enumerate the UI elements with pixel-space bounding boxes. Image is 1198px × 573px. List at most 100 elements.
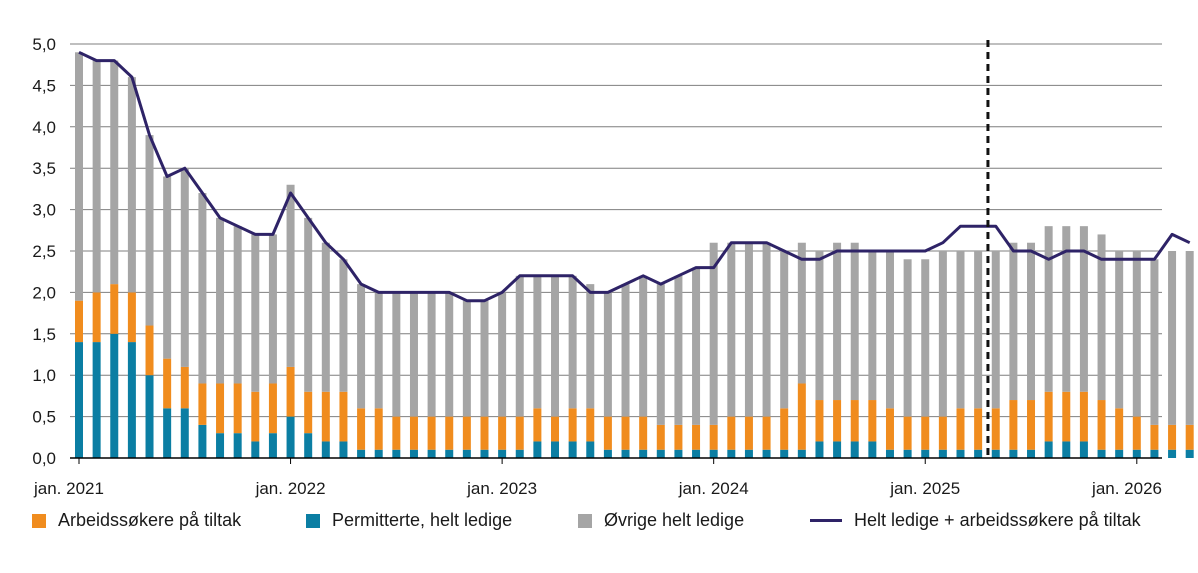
y-tick-label: 2,5 xyxy=(32,242,56,261)
bar-segment-tiltak xyxy=(304,391,313,434)
bar-segment-ovrige xyxy=(709,242,718,425)
bar-segment-ovrige xyxy=(498,292,507,417)
bar-segment-permitterte xyxy=(991,449,1000,458)
bar-segment-tiltak xyxy=(480,416,489,450)
bar-segment-tiltak xyxy=(780,408,789,450)
bar-segment-ovrige xyxy=(1044,226,1053,392)
bar-segment-tiltak xyxy=(374,408,383,450)
bar-segment-permitterte xyxy=(533,441,542,458)
bar-segment-permitterte xyxy=(833,441,842,458)
x-tick-label: jan. 2025 xyxy=(889,479,960,498)
bar-segment-ovrige xyxy=(1062,226,1071,392)
bar-segment-permitterte xyxy=(1044,441,1053,458)
bar-segment-permitterte xyxy=(268,433,277,458)
y-tick-label: 4,5 xyxy=(32,76,56,95)
bar-segment-permitterte xyxy=(1062,441,1071,458)
bar-segment-permitterte xyxy=(145,375,154,458)
bar-segment-ovrige xyxy=(780,251,789,409)
bar-segment-permitterte xyxy=(727,449,736,458)
bar-segment-tiltak xyxy=(868,400,877,442)
bar-segment-permitterte xyxy=(1009,449,1018,458)
y-tick-label: 3,0 xyxy=(32,201,56,220)
bar-segment-tiltak xyxy=(445,416,454,450)
bar-segment-permitterte xyxy=(850,441,859,458)
bar-segment-permitterte xyxy=(621,449,630,458)
bar-segment-tiltak xyxy=(286,366,295,417)
legend-item-permitterte: Permitterte, helt ledige xyxy=(306,510,512,531)
bars xyxy=(75,52,1194,458)
bar-segment-ovrige xyxy=(1185,251,1194,425)
x-tick-label: jan. 2022 xyxy=(255,479,326,498)
bar-segment-permitterte xyxy=(780,449,789,458)
bar-segment-tiltak xyxy=(110,284,119,334)
bar-segment-ovrige xyxy=(639,275,648,417)
bar-segment-ovrige xyxy=(233,226,242,384)
legend: Arbeidssøkere på tiltak Permitterte, hel… xyxy=(0,510,1198,544)
bar-segment-permitterte xyxy=(339,441,348,458)
bar-segment-ovrige xyxy=(603,292,612,417)
bar-segment-ovrige xyxy=(1115,251,1124,409)
bar-segment-tiltak xyxy=(409,416,418,450)
bar-segment-permitterte xyxy=(127,342,136,458)
bar-segment-ovrige xyxy=(674,275,683,425)
bar-segment-ovrige xyxy=(868,251,877,401)
bar-segment-tiltak xyxy=(956,408,965,450)
y-tick-label: 1,0 xyxy=(32,366,56,385)
bar-segment-permitterte xyxy=(304,433,313,458)
bar-segment-tiltak xyxy=(1185,424,1194,450)
bar-segment-permitterte xyxy=(586,441,595,458)
bar-segment-tiltak xyxy=(1079,391,1088,442)
bar-segment-ovrige xyxy=(392,292,401,417)
legend-item-total-line: Helt ledige + arbeidssøkere på tiltak xyxy=(810,510,1141,531)
bar-segment-tiltak xyxy=(515,416,524,450)
bar-segment-permitterte xyxy=(1150,449,1159,458)
bar-segment-ovrige xyxy=(180,168,189,367)
legend-label-permitterte: Permitterte, helt ledige xyxy=(332,510,513,530)
legend-swatch-grey-icon xyxy=(578,513,592,528)
bar-segment-permitterte xyxy=(163,408,172,458)
bar-segment-permitterte xyxy=(1097,449,1106,458)
legend-swatch-orange-icon xyxy=(32,513,46,528)
bar-segment-ovrige xyxy=(339,259,348,392)
bar-segment-tiltak xyxy=(1097,400,1106,450)
bar-segment-permitterte xyxy=(92,342,101,458)
bar-segment-ovrige xyxy=(568,275,577,409)
x-tick-label: jan. 2021 xyxy=(33,479,104,498)
bar-segment-tiltak xyxy=(92,292,101,343)
bar-segment-permitterte xyxy=(374,449,383,458)
bar-segment-ovrige xyxy=(744,242,753,417)
bar-segment-tiltak xyxy=(251,391,260,442)
bar-segment-tiltak xyxy=(568,408,577,442)
bar-segment-ovrige xyxy=(251,234,260,392)
bar-segment-permitterte xyxy=(445,449,454,458)
bar-segment-ovrige xyxy=(216,217,225,384)
bar-segment-permitterte xyxy=(956,449,965,458)
bar-segment-tiltak xyxy=(692,424,701,450)
bar-segment-ovrige xyxy=(163,176,172,359)
bar-segment-ovrige xyxy=(991,251,1000,409)
bar-segment-ovrige xyxy=(1132,251,1141,417)
bar-segment-permitterte xyxy=(1115,449,1124,458)
bar-segment-ovrige xyxy=(357,284,366,409)
bar-segment-tiltak xyxy=(180,366,189,409)
bar-segment-permitterte xyxy=(692,449,701,458)
bar-segment-permitterte xyxy=(233,433,242,458)
bar-segment-tiltak xyxy=(498,416,507,450)
bar-segment-permitterte xyxy=(656,449,665,458)
bar-segment-permitterte xyxy=(921,449,930,458)
legend-item-tiltak: Arbeidssøkere på tiltak xyxy=(32,510,241,531)
bar-segment-tiltak xyxy=(938,416,947,450)
bar-segment-permitterte xyxy=(762,449,771,458)
bar-segment-permitterte xyxy=(515,449,524,458)
bar-segment-tiltak xyxy=(656,424,665,450)
bar-segment-permitterte xyxy=(603,449,612,458)
bar-segment-permitterte xyxy=(885,449,894,458)
bar-segment-tiltak xyxy=(709,424,718,450)
bar-segment-permitterte xyxy=(1027,449,1036,458)
bar-segment-tiltak xyxy=(75,300,83,343)
bar-segment-tiltak xyxy=(903,416,912,450)
bar-segment-tiltak xyxy=(145,325,154,376)
bar-segment-ovrige xyxy=(427,292,436,417)
bar-segment-ovrige xyxy=(1097,234,1106,401)
